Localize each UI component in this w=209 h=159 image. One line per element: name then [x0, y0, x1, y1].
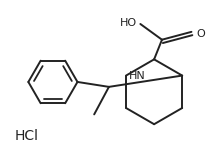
Text: HCl: HCl — [15, 129, 39, 143]
Text: HN: HN — [129, 71, 146, 81]
Text: O: O — [196, 29, 205, 39]
Text: HO: HO — [120, 18, 137, 28]
